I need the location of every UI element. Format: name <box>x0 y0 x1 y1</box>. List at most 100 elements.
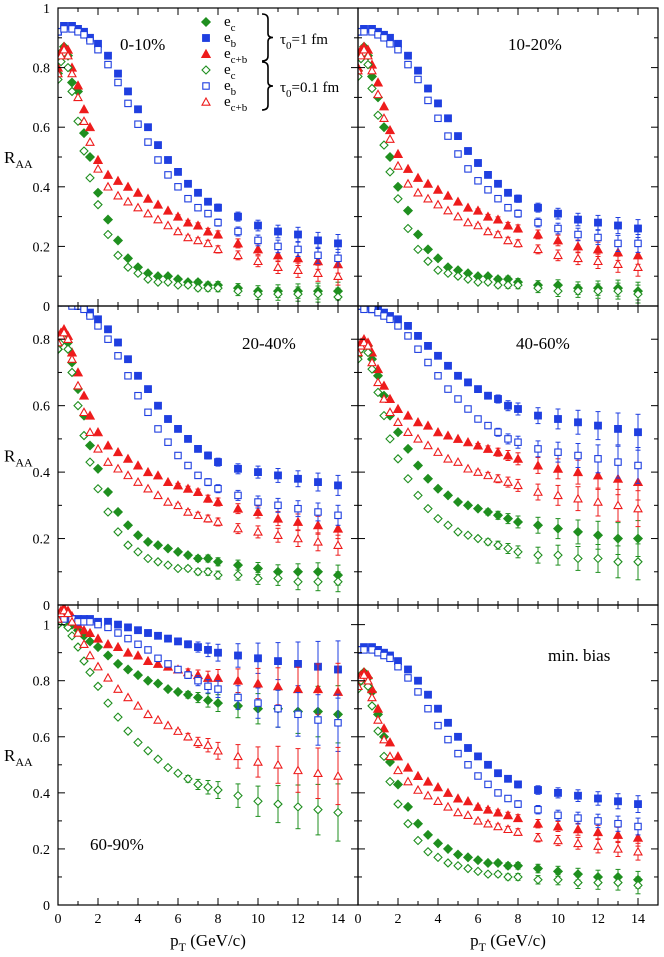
panel-10-20 <box>358 24 644 304</box>
data-point <box>78 625 90 635</box>
data-point <box>474 772 482 780</box>
data-point <box>112 658 124 669</box>
data-point <box>433 265 443 276</box>
data-point <box>613 877 623 888</box>
data-point <box>194 188 202 197</box>
data-point <box>153 557 163 567</box>
data-point <box>164 660 172 668</box>
data-point <box>63 608 73 618</box>
data-point <box>183 506 193 516</box>
data-point <box>314 478 322 486</box>
data-point <box>253 289 263 299</box>
data-point <box>162 476 174 487</box>
data-point <box>253 256 263 266</box>
data-point <box>594 817 602 825</box>
data-point <box>164 156 172 164</box>
data-point <box>423 790 433 800</box>
data-point <box>124 99 132 108</box>
data-point <box>293 265 303 274</box>
data-point <box>443 858 453 868</box>
x-tick-label: 10 <box>251 912 265 927</box>
data-point <box>414 688 422 696</box>
data-point <box>492 510 504 521</box>
data-point <box>253 573 263 584</box>
data-point <box>214 484 222 493</box>
data-point <box>252 506 264 516</box>
data-point <box>424 690 432 699</box>
data-point <box>422 420 434 430</box>
data-point <box>254 468 262 476</box>
data-point <box>123 262 133 273</box>
data-point <box>122 664 134 675</box>
data-point <box>183 232 193 242</box>
data-point <box>164 415 172 423</box>
data-point <box>552 523 564 534</box>
data-point <box>73 116 83 127</box>
data-point <box>163 560 173 570</box>
data-point <box>78 104 90 114</box>
data-point <box>114 338 122 347</box>
data-point <box>512 860 524 871</box>
data-point <box>94 315 102 324</box>
data-point <box>473 533 483 544</box>
data-point <box>134 105 142 114</box>
data-point <box>613 259 623 269</box>
data-point <box>164 438 172 446</box>
data-point <box>379 734 389 744</box>
data-point <box>293 533 303 543</box>
data-point <box>183 731 193 741</box>
data-point <box>572 241 584 251</box>
data-point <box>134 371 142 380</box>
data-point <box>184 640 192 649</box>
y-tick-label: 0.6 <box>33 121 51 136</box>
data-point <box>84 627 96 638</box>
data-point <box>253 796 263 807</box>
data-point <box>403 473 413 484</box>
data-point <box>573 553 583 564</box>
data-point <box>374 31 382 39</box>
data-point <box>212 496 224 506</box>
data-point <box>214 218 222 227</box>
legend-marker <box>202 34 210 42</box>
data-point <box>104 623 112 632</box>
data-point <box>214 203 222 212</box>
data-point <box>122 520 134 531</box>
data-point <box>464 405 472 413</box>
data-point <box>213 516 223 526</box>
data-point <box>444 361 452 370</box>
data-point <box>253 526 263 536</box>
data-point <box>454 732 462 741</box>
data-point <box>363 340 373 350</box>
data-point <box>444 114 452 123</box>
data-point <box>124 372 132 380</box>
data-point <box>358 347 363 357</box>
data-point <box>442 190 454 200</box>
data-point <box>84 636 96 647</box>
data-point <box>234 227 242 236</box>
y-tick-label: 1 <box>43 2 50 17</box>
y-tick-label: 0.8 <box>33 675 51 690</box>
data-point <box>103 698 113 708</box>
data-point <box>252 678 264 688</box>
data-point <box>86 618 94 626</box>
data-point <box>404 60 412 69</box>
data-point <box>374 648 382 657</box>
data-point <box>143 483 153 493</box>
data-point <box>73 380 83 390</box>
data-point <box>68 306 76 307</box>
data-point <box>472 205 484 215</box>
data-point <box>413 784 423 794</box>
data-point <box>102 214 114 225</box>
data-point <box>472 503 484 514</box>
data-point <box>462 796 474 806</box>
data-point <box>114 69 122 78</box>
data-point <box>254 654 262 663</box>
data-point <box>373 714 383 724</box>
data-point <box>79 116 89 125</box>
data-point <box>78 128 90 139</box>
data-point <box>633 289 643 299</box>
data-point <box>503 543 513 554</box>
data-point <box>493 821 503 831</box>
data-point <box>294 230 302 239</box>
data-point <box>474 415 482 423</box>
